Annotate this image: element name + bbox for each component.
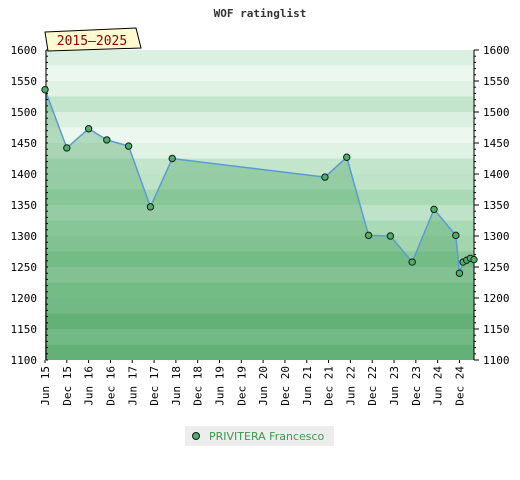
- x-tick-label: Jun 15: [39, 366, 52, 406]
- y-tick-label-left: 1550: [11, 75, 38, 88]
- y-tick-label-right: 1600: [483, 44, 510, 57]
- background-band: [45, 251, 474, 267]
- background-band: [45, 174, 474, 190]
- x-tick-label: Jun 20: [257, 366, 270, 406]
- y-tick-label-left: 1450: [11, 137, 38, 150]
- y-tick-label-left: 1300: [11, 230, 38, 243]
- y-tick-label-right: 1400: [483, 168, 510, 181]
- background-band: [45, 282, 474, 298]
- y-tick-label-left: 1600: [11, 44, 38, 57]
- background-band: [45, 313, 474, 329]
- y-tick-label-right: 1250: [483, 261, 510, 274]
- data-point: [124, 142, 133, 150]
- y-tick-label-right: 1500: [483, 106, 510, 119]
- legend-marker: [192, 432, 200, 440]
- data-point: [430, 205, 438, 214]
- background-band: [45, 344, 474, 360]
- background-band: [45, 65, 474, 81]
- y-tick-label-right: 1150: [483, 323, 510, 336]
- background-band: [45, 112, 474, 128]
- x-tick-label: Dec 17: [148, 366, 161, 406]
- x-tick-label: Dec 21: [323, 366, 336, 406]
- data-point: [84, 125, 93, 133]
- data-point: [103, 136, 111, 144]
- x-tick-label: Dec 20: [279, 366, 292, 406]
- y-tick-label-left: 1250: [11, 261, 38, 274]
- x-tick-label: Jun 22: [344, 366, 357, 406]
- data-point: [386, 232, 395, 240]
- background-band: [45, 143, 474, 159]
- background-band: [45, 96, 474, 112]
- background-band: [45, 267, 474, 283]
- x-tick-label: Jun 23: [388, 366, 401, 406]
- background-band: [45, 81, 474, 97]
- y-tick-label-right: 1350: [483, 199, 510, 212]
- y-tick-label-left: 1500: [11, 106, 38, 119]
- background-band: [45, 158, 474, 174]
- background-band: [45, 298, 474, 314]
- x-tick-label: Dec 15: [61, 366, 74, 406]
- y-tick-label-left: 1400: [11, 168, 38, 181]
- x-tick-label: Jun 18: [170, 366, 183, 406]
- legend-series-name: PRIVITERA Francesco: [209, 430, 325, 443]
- x-tick-label: Jun 17: [126, 366, 139, 406]
- data-point: [470, 255, 478, 264]
- x-tick-label: Dec 23: [410, 366, 423, 406]
- background-band: [45, 220, 474, 236]
- y-axis-left-labels: 1100 1150 1200 1250 1300 1350 1400 1450 1500 1550…: [11, 44, 38, 367]
- axes: [44, 49, 479, 363]
- x-tick-label: Jun 24: [432, 366, 445, 406]
- y-tick-label-right: 1100: [483, 354, 510, 367]
- y-tick-label-left: 1100: [11, 354, 38, 367]
- background-band: [45, 127, 474, 143]
- background-band: [45, 329, 474, 345]
- data-point: [452, 231, 460, 240]
- y-tick-label-right: 1300: [483, 230, 510, 243]
- y-tick-label-left: 1350: [11, 199, 38, 212]
- data-point: [146, 203, 155, 211]
- y-tick-label-left: 1150: [11, 323, 38, 336]
- x-axis-labels: Jun 15 Dec 15 Jun 16 Dec 16 Jun 17 Dec 17 Jun …: [39, 366, 466, 406]
- y-axis-right-labels: 1100 1150 1200 1250 1300 1350 1400 1450 1500 1550…: [483, 44, 510, 367]
- x-tick-label: Jun 19: [214, 366, 227, 406]
- background-band: [45, 236, 474, 252]
- data-points: [41, 85, 478, 277]
- period-badge: 2015–2025: [44, 27, 142, 52]
- legend: PRIVITERA Francesco: [185, 426, 334, 446]
- background-band: [45, 50, 474, 66]
- x-tick-label: Dec 24: [453, 366, 466, 406]
- data-point: [408, 258, 416, 266]
- x-tick-label: Dec 16: [104, 366, 117, 406]
- y-tick-label-right: 1450: [483, 137, 510, 150]
- area-fill: [45, 89, 474, 361]
- data-point: [343, 153, 351, 161]
- data-point: [455, 269, 464, 277]
- x-tick-label: Jun 16: [83, 366, 96, 406]
- x-tick-label: Jun 21: [301, 366, 314, 406]
- data-point: [168, 154, 176, 163]
- chart-title: WOF ratinglist: [214, 7, 307, 20]
- data-point: [364, 231, 373, 240]
- y-tick-label-left: 1200: [11, 292, 38, 305]
- y-tick-label-right: 1550: [483, 75, 510, 88]
- y-tick-label-right: 1200: [483, 292, 510, 305]
- data-point: [321, 173, 329, 181]
- period-badge-label: 2015–2025: [57, 34, 127, 49]
- x-tick-label: Dec 18: [192, 366, 205, 406]
- x-tick-label: Dec 22: [366, 366, 379, 406]
- background-bands: [45, 50, 474, 360]
- data-point: [63, 144, 71, 152]
- data-point: [41, 85, 49, 94]
- x-tick-label: Dec 19: [235, 366, 248, 406]
